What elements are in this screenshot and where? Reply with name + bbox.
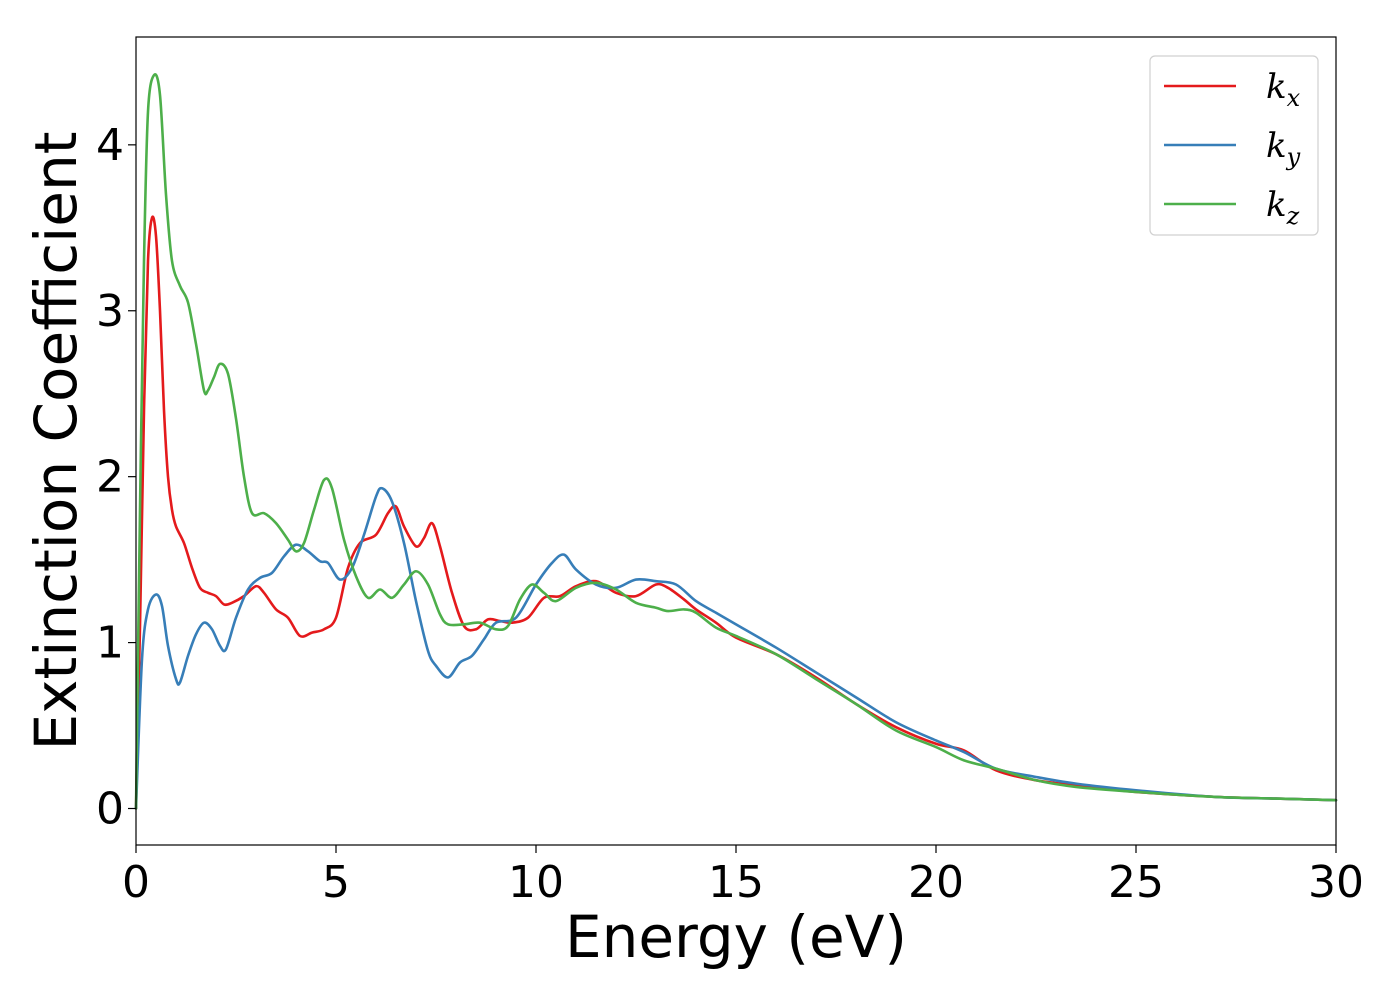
series-line-z (134, 73, 1338, 810)
y-tick-label: 1 (96, 618, 124, 669)
y-axis: 0 1 2 3 4 (96, 120, 136, 834)
plot-background (136, 37, 1336, 845)
y-tick-label: 2 (96, 452, 124, 503)
x-tick-label: 30 (1308, 857, 1364, 908)
series-line-y (134, 486, 1338, 810)
legend-subscript: z (1286, 202, 1300, 230)
y-axis-label: Extinction Coefficient (22, 132, 90, 751)
x-tick-label: 10 (508, 857, 564, 908)
y-tick-label: 4 (96, 120, 124, 171)
legend-subscript: x (1287, 84, 1301, 112)
x-tick-label: 0 (122, 857, 150, 908)
x-tick-label: 20 (908, 857, 964, 908)
x-axis: 0 5 10 15 20 25 30 (122, 845, 1364, 908)
y-tick-label: 3 (96, 286, 124, 337)
x-axis-label: Energy (eV) (565, 903, 907, 971)
y-tick-label: 0 (96, 783, 124, 834)
series-layer (134, 73, 1338, 810)
legend-subscript: y (1286, 143, 1301, 171)
x-tick-label: 5 (322, 857, 350, 908)
x-tick-label: 25 (1108, 857, 1164, 908)
x-tick-label: 15 (708, 857, 764, 908)
